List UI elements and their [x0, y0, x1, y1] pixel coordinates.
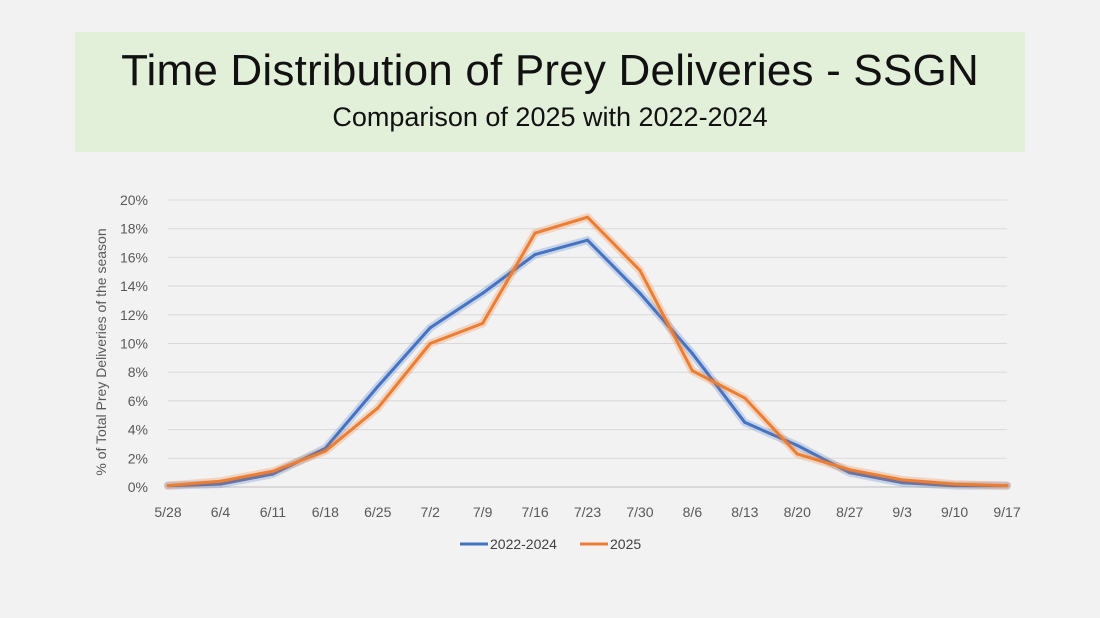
data-point: [533, 253, 537, 257]
y-axis-label: % of Total Prey Deliveries of the season: [93, 228, 109, 475]
series-lines: [164, 213, 1011, 490]
data-point: [428, 342, 432, 345]
y-tick-label: 12%: [120, 307, 148, 323]
x-tick-label: 7/30: [626, 504, 653, 520]
x-tick-label: 6/4: [211, 504, 231, 520]
x-tick-label: 9/10: [941, 504, 968, 520]
y-tick-label: 14%: [120, 278, 148, 294]
data-point: [743, 396, 747, 400]
x-tick-label: 6/11: [260, 504, 286, 520]
data-point: [481, 321, 485, 325]
chart-subtitle: Comparison of 2025 with 2022-2024: [332, 102, 768, 132]
x-tick-label: 5/28: [154, 504, 181, 520]
series-glow: [164, 236, 1011, 490]
x-tick-label: 9/3: [892, 504, 912, 520]
data-point: [900, 481, 904, 485]
x-tick-label: 7/9: [473, 504, 493, 520]
legend: 2022-2024 2025: [460, 536, 641, 552]
data-point: [638, 268, 642, 272]
data-point: [690, 352, 694, 356]
data-point: [481, 291, 485, 295]
y-tick-label: 10%: [120, 336, 148, 352]
x-tick-label: 8/20: [784, 504, 811, 520]
x-tick-label: 8/13: [731, 504, 758, 520]
data-point: [953, 482, 957, 486]
x-tick-label: 7/23: [574, 504, 601, 520]
data-point: [271, 469, 275, 473]
y-tick-label: 18%: [120, 221, 148, 237]
data-point: [900, 478, 904, 482]
data-point: [218, 479, 222, 483]
x-axis-ticks: 5/28 6/4 6/11 6/18 6/25 7/2 7/9 7/16 7/23 7/30 8/6…: [154, 504, 1020, 520]
data-point: [848, 468, 852, 472]
data-point: [795, 443, 799, 447]
x-tick-label: 6/25: [364, 504, 391, 520]
data-point: [218, 482, 222, 486]
x-tick-label: 8/27: [836, 504, 863, 520]
data-point: [166, 484, 170, 488]
data-point: [1005, 484, 1009, 488]
data-point: [638, 291, 642, 295]
x-tick-label: 8/6: [683, 504, 703, 520]
x-tick-label: 7/16: [521, 504, 548, 520]
data-point: [533, 231, 537, 235]
chart-title: Time Distribution of Prey Deliveries - S…: [121, 46, 979, 95]
data-point: [586, 238, 589, 242]
legend-label: 2025: [610, 536, 641, 552]
y-tick-label: 8%: [128, 364, 148, 380]
data-point: [795, 452, 799, 456]
data-point: [428, 326, 432, 330]
data-point: [376, 385, 380, 389]
x-tick-label: 7/2: [420, 504, 440, 520]
x-tick-label: 6/18: [312, 504, 339, 520]
legend-label: 2022-2024: [490, 536, 557, 552]
y-tick-label: 16%: [120, 249, 148, 265]
data-point: [323, 449, 327, 453]
y-tick-label: 6%: [128, 393, 148, 409]
data-point: [271, 472, 275, 476]
data-point: [743, 420, 747, 424]
data-point: [376, 406, 380, 410]
data-point: [690, 369, 694, 373]
y-axis-ticks: 0% 2% 4% 6% 8% 10% 12% 14% 16% 18% 20%: [120, 192, 148, 495]
y-tick-label: 2%: [128, 450, 148, 466]
y-tick-label: 4%: [128, 422, 148, 438]
data-point: [848, 471, 852, 475]
title-band: Time Distribution of Prey Deliveries - S…: [75, 32, 1025, 152]
data-point: [586, 215, 589, 219]
y-tick-label: 0%: [128, 479, 148, 495]
series-line: [166, 238, 1009, 488]
x-tick-label: 9/17: [993, 504, 1020, 520]
y-tick-label: 20%: [120, 192, 148, 208]
